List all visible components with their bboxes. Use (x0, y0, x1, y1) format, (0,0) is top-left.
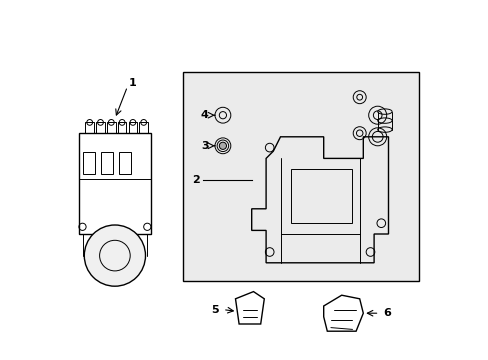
Text: 4: 4 (200, 110, 208, 120)
Bar (101, 152, 113, 174)
Bar (82, 152, 95, 174)
Bar (128, 122, 137, 133)
Bar (183, 72, 418, 281)
Bar (85, 122, 94, 133)
Bar (118, 152, 131, 174)
Bar (291, 169, 352, 223)
Circle shape (219, 142, 226, 149)
Text: 6: 6 (382, 308, 390, 318)
Bar (96, 122, 104, 133)
Bar (118, 122, 126, 133)
Text: 2: 2 (191, 175, 199, 185)
Circle shape (84, 225, 145, 286)
Text: 1: 1 (128, 78, 136, 88)
Bar (107, 122, 115, 133)
Bar (139, 122, 148, 133)
Text: 3: 3 (201, 141, 208, 151)
Text: 5: 5 (211, 305, 219, 315)
